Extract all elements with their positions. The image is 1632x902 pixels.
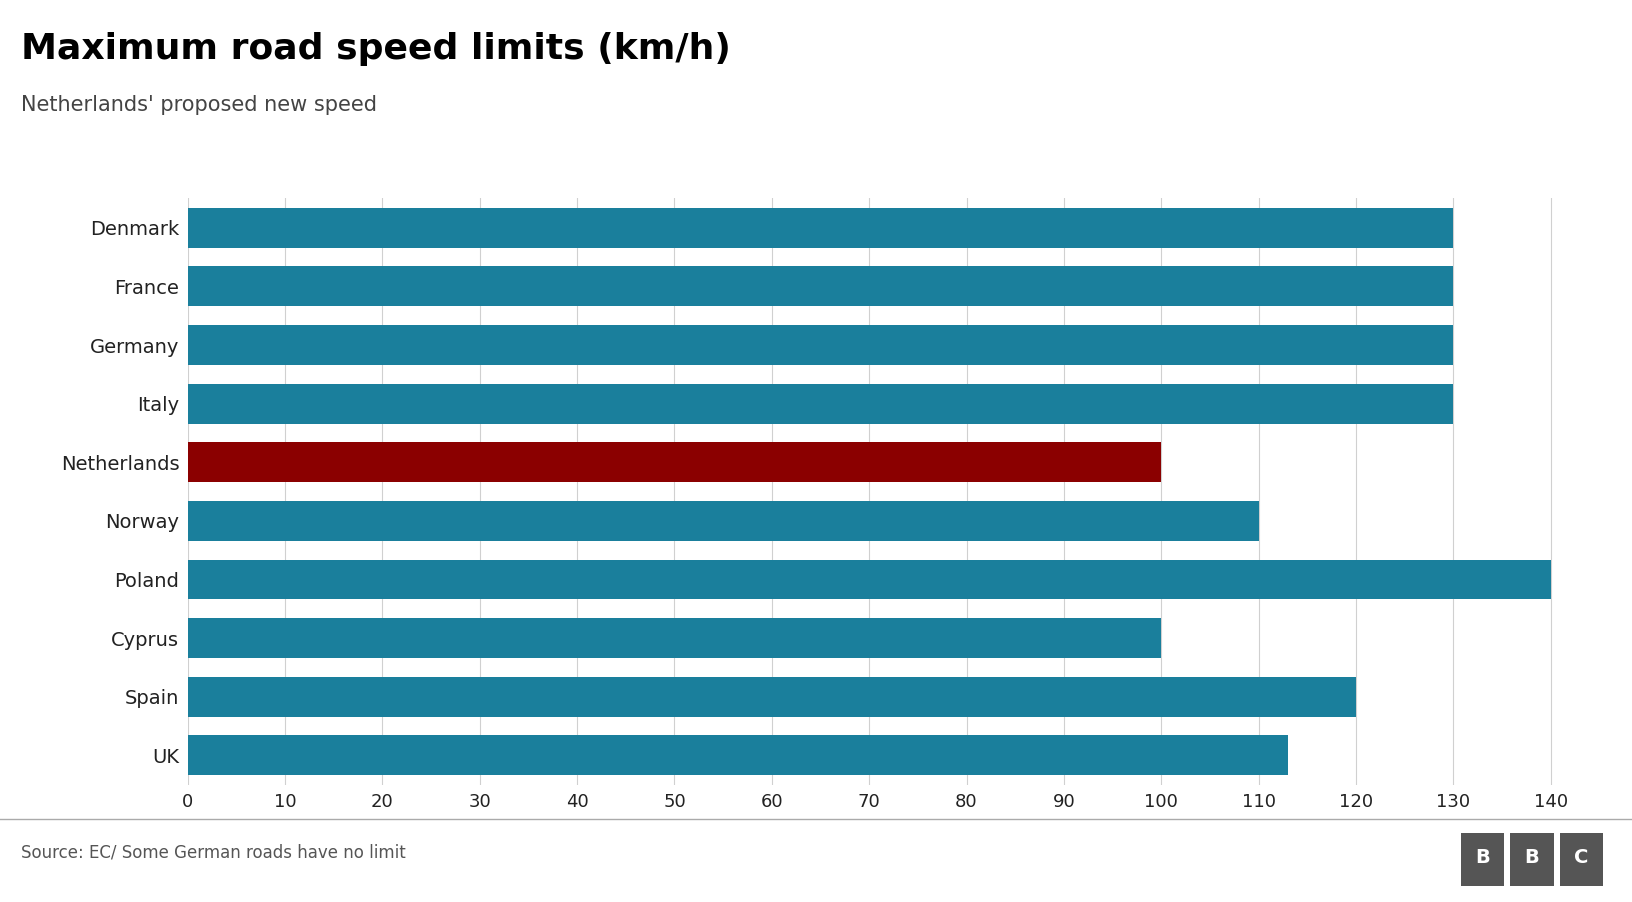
FancyBboxPatch shape [1461, 833, 1505, 886]
Text: Netherlands' proposed new speed: Netherlands' proposed new speed [21, 95, 377, 115]
Text: B: B [1475, 849, 1490, 868]
Bar [188, 383, 1454, 424]
FancyBboxPatch shape [1560, 833, 1603, 886]
Bar [188, 559, 1550, 600]
Text: C: C [1575, 849, 1590, 868]
Bar [188, 442, 1162, 483]
Bar [188, 501, 1258, 541]
Bar [188, 266, 1454, 307]
Bar [188, 207, 1454, 248]
Bar [188, 735, 1288, 776]
Bar [188, 325, 1454, 365]
Text: Maximum road speed limits (km/h): Maximum road speed limits (km/h) [21, 32, 731, 66]
Bar [188, 618, 1162, 658]
FancyBboxPatch shape [1510, 833, 1554, 886]
Text: Source: EC/ Some German roads have no limit: Source: EC/ Some German roads have no li… [21, 843, 406, 861]
Bar [188, 676, 1356, 717]
Text: B: B [1524, 849, 1539, 868]
